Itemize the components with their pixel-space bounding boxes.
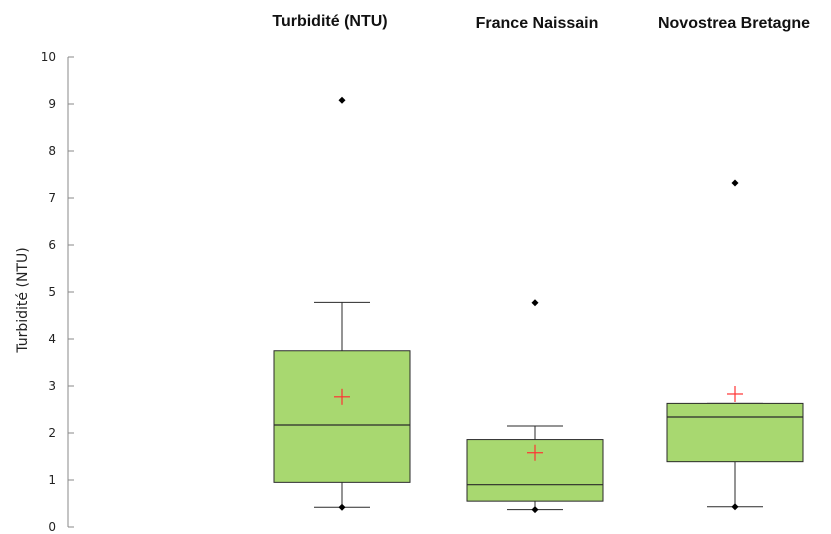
y-tick-label: 9 <box>48 97 56 111</box>
y-tick-label: 7 <box>48 191 56 205</box>
outlier-point <box>732 179 739 186</box>
category-label: France Naissain <box>476 15 599 32</box>
category-label: Novostrea Bretagne <box>658 15 810 32</box>
y-tick-label: 3 <box>48 379 56 393</box>
min-point <box>532 506 539 513</box>
y-tick-label: 1 <box>48 473 56 487</box>
y-tick-label: 8 <box>48 144 56 158</box>
category-labels: Turbidité (NTU) France Naissain Novostrea … <box>272 13 810 32</box>
box-group <box>467 299 603 513</box>
min-point <box>732 503 739 510</box>
outlier-point <box>532 299 539 306</box>
box-group <box>667 179 803 510</box>
iqr-box <box>667 403 803 461</box>
y-tick-label: 4 <box>48 332 56 346</box>
y-tick-label: 6 <box>48 238 56 252</box>
y-axis: 0 1 2 3 4 5 6 7 8 9 10 <box>41 50 74 534</box>
y-tick-label: 5 <box>48 285 56 299</box>
min-point <box>339 504 346 511</box>
iqr-box <box>274 351 410 483</box>
box-group <box>274 97 410 511</box>
y-axis-title: Turbidité (NTU) <box>15 247 31 353</box>
category-label: Turbidité (NTU) <box>272 13 387 30</box>
boxes <box>274 97 803 513</box>
y-tick-label: 2 <box>48 426 56 440</box>
y-tick-label: 0 <box>48 520 56 534</box>
y-tick-label: 10 <box>41 50 56 64</box>
outlier-point <box>339 97 346 104</box>
